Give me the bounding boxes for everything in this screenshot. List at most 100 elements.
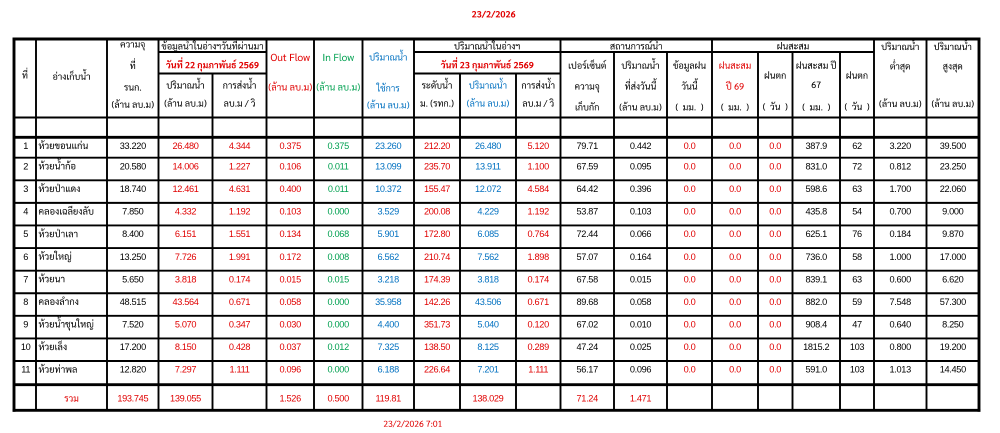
svg-text:13.099: 13.099 xyxy=(375,161,401,171)
svg-text:4.400: 4.400 xyxy=(378,320,400,330)
svg-text:0.500: 0.500 xyxy=(328,394,350,404)
svg-text:79.71: 79.71 xyxy=(577,141,599,151)
svg-text:0.0: 0.0 xyxy=(729,229,741,239)
svg-text:63: 63 xyxy=(852,274,862,284)
svg-text:0.184: 0.184 xyxy=(890,229,912,239)
svg-text:212.20: 212.20 xyxy=(424,141,450,151)
svg-text:1.700: 1.700 xyxy=(890,184,912,194)
svg-text:0.428: 0.428 xyxy=(229,342,251,352)
svg-text:0.671: 0.671 xyxy=(229,297,251,307)
svg-text:172.80: 172.80 xyxy=(424,229,450,239)
svg-text:0.0: 0.0 xyxy=(684,297,696,307)
svg-text:1.000: 1.000 xyxy=(890,252,912,262)
svg-text:0.0: 0.0 xyxy=(769,161,781,171)
svg-text:43.564: 43.564 xyxy=(172,297,198,307)
svg-text:13.911: 13.911 xyxy=(475,161,501,171)
svg-text:155.47: 155.47 xyxy=(424,184,450,194)
svg-text:0.103: 0.103 xyxy=(630,207,652,217)
svg-text:0.0: 0.0 xyxy=(684,342,696,352)
svg-text:1: 1 xyxy=(23,141,28,151)
svg-text:0.015: 0.015 xyxy=(328,274,350,284)
svg-text:57.300: 57.300 xyxy=(940,297,966,307)
svg-text:235.70: 235.70 xyxy=(424,161,450,171)
svg-text:72: 72 xyxy=(852,161,862,171)
svg-text:54: 54 xyxy=(852,207,862,217)
svg-text:0.0: 0.0 xyxy=(684,184,696,194)
svg-text:6.085: 6.085 xyxy=(477,229,499,239)
svg-text:8: 8 xyxy=(23,297,28,307)
svg-text:0.0: 0.0 xyxy=(729,365,741,375)
svg-text:3.218: 3.218 xyxy=(378,274,400,284)
svg-text:1.111: 1.111 xyxy=(528,365,548,375)
svg-text:0.164: 0.164 xyxy=(630,252,652,262)
svg-text:6.620: 6.620 xyxy=(942,274,964,284)
svg-text:7.548: 7.548 xyxy=(890,297,912,307)
svg-text:0.103: 0.103 xyxy=(280,207,302,217)
svg-text:1.100: 1.100 xyxy=(528,161,550,171)
svg-text:0.0: 0.0 xyxy=(684,320,696,330)
svg-text:7.520: 7.520 xyxy=(122,320,144,330)
svg-text:139.055: 139.055 xyxy=(170,394,201,404)
svg-text:67.58: 67.58 xyxy=(577,274,599,284)
svg-text:0.0: 0.0 xyxy=(684,274,696,284)
svg-text:0.0: 0.0 xyxy=(769,365,781,375)
svg-text:839.1: 839.1 xyxy=(806,274,828,284)
svg-text:71.24: 71.24 xyxy=(577,394,599,404)
svg-text:0.0: 0.0 xyxy=(769,229,781,239)
svg-text:0.0: 0.0 xyxy=(769,274,781,284)
svg-text:7.297: 7.297 xyxy=(175,365,197,375)
svg-text:138.029: 138.029 xyxy=(473,394,504,404)
svg-text:47.24: 47.24 xyxy=(577,342,599,352)
svg-text:5.040: 5.040 xyxy=(477,320,499,330)
svg-text:5.120: 5.120 xyxy=(528,141,550,151)
svg-text:0.375: 0.375 xyxy=(328,141,350,151)
svg-text:12.461: 12.461 xyxy=(172,184,198,194)
svg-text:119.81: 119.81 xyxy=(375,394,401,404)
svg-text:0.174: 0.174 xyxy=(528,274,550,284)
svg-text:598.6: 598.6 xyxy=(806,184,828,194)
svg-text:7.325: 7.325 xyxy=(378,342,400,352)
svg-text:3.818: 3.818 xyxy=(175,274,197,284)
svg-text:103: 103 xyxy=(850,342,865,352)
svg-text:0.0: 0.0 xyxy=(684,252,696,262)
svg-text:4.332: 4.332 xyxy=(175,207,197,217)
svg-text:0.172: 0.172 xyxy=(280,252,302,262)
svg-text:0.0: 0.0 xyxy=(729,274,741,284)
svg-text:8.125: 8.125 xyxy=(477,342,499,352)
svg-text:0.600: 0.600 xyxy=(890,274,912,284)
svg-text:0.000: 0.000 xyxy=(328,365,350,375)
svg-text:3.818: 3.818 xyxy=(477,274,499,284)
svg-text:138.50: 138.50 xyxy=(424,342,450,352)
svg-text:0.096: 0.096 xyxy=(280,365,302,375)
svg-text:63: 63 xyxy=(852,184,862,194)
svg-text:4.229: 4.229 xyxy=(477,207,499,217)
svg-text:5.901: 5.901 xyxy=(378,229,400,239)
svg-text:0.134: 0.134 xyxy=(280,229,302,239)
svg-text:387.9: 387.9 xyxy=(806,141,828,151)
svg-text:3: 3 xyxy=(23,184,28,194)
svg-text:0.000: 0.000 xyxy=(328,207,350,217)
svg-text:20.580: 20.580 xyxy=(120,161,146,171)
svg-text:0.0: 0.0 xyxy=(729,320,741,330)
svg-text:1.471: 1.471 xyxy=(630,394,652,404)
svg-text:3.529: 3.529 xyxy=(378,207,400,217)
svg-text:0.011: 0.011 xyxy=(328,184,349,194)
svg-text:0.096: 0.096 xyxy=(630,365,652,375)
svg-text:625.1: 625.1 xyxy=(806,229,828,239)
svg-text:0.058: 0.058 xyxy=(630,297,652,307)
svg-text:57.07: 57.07 xyxy=(577,252,599,262)
svg-text:9.000: 9.000 xyxy=(942,207,964,217)
svg-text:7.562: 7.562 xyxy=(477,252,499,262)
svg-text:0.0: 0.0 xyxy=(729,342,741,352)
svg-text:435.8: 435.8 xyxy=(806,207,828,217)
svg-text:6: 6 xyxy=(23,252,28,262)
svg-text:0.0: 0.0 xyxy=(684,161,696,171)
svg-text:6.151: 6.151 xyxy=(175,229,197,239)
svg-text:0.0: 0.0 xyxy=(729,161,741,171)
svg-text:142.26: 142.26 xyxy=(424,297,450,307)
svg-text:591.0: 591.0 xyxy=(806,365,828,375)
svg-text:0.025: 0.025 xyxy=(630,342,652,352)
svg-text:22.060: 22.060 xyxy=(940,184,966,194)
svg-text:7.726: 7.726 xyxy=(175,252,197,262)
svg-text:7: 7 xyxy=(23,274,28,284)
